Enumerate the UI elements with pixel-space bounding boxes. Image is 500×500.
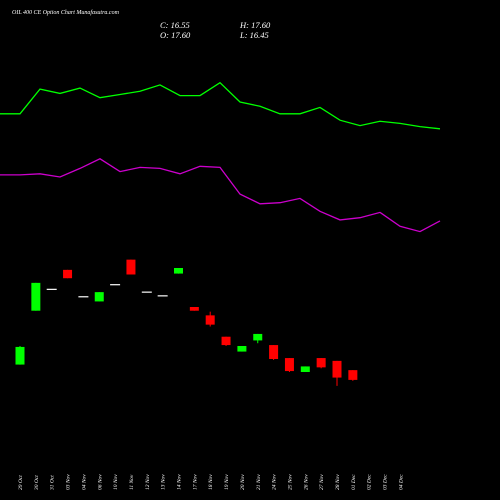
x-tick-label: 18 Nov [208,474,214,490]
x-tick-label: 29 Oct [18,475,24,490]
x-tick-label: 19 Nov [224,474,230,490]
x-tick-label: 21 Nov [256,474,262,490]
x-tick-label: 12 Nov [145,474,151,490]
candle-body [15,346,25,365]
candle-body [63,269,73,279]
close-value: C: 16.55 [160,20,190,30]
candle-body [253,333,263,341]
x-tick-label: 20 Nov [240,474,246,490]
candle-body [94,292,104,302]
x-tick-label: 06 Nov [97,474,103,490]
x-tick-label: 31 Oct [50,475,56,491]
x-tick-label: 11 Nov [129,474,135,490]
x-tick-label: 03 Nov [66,474,72,490]
candle-body [174,268,183,274]
candle-body [189,307,199,311]
candle-body [348,370,358,380]
x-tick-label: 17 Nov [192,474,198,490]
candle-body [31,282,41,311]
candle-body [237,346,247,352]
x-tick-label: 02 Dec [367,474,373,490]
x-tick-label: 30 Oct [34,475,40,491]
x-tick-label: 28 Nov [335,474,341,490]
x-tick-label: 14 Nov [176,474,183,490]
candle-body [284,358,294,372]
candle-body [332,360,342,378]
x-tick-label: 25 Nov [287,474,293,490]
candle-body [316,358,326,368]
chart-title: OIL 400 CE Option Chart Munafasutra.com [12,10,119,16]
x-tick-label: 10 Nov [113,474,119,490]
x-tick-label: 26 Nov [303,474,309,490]
candle-body [205,315,215,325]
x-tick-label: 27 Nov [319,474,325,490]
candle-body [269,345,279,359]
x-tick-label: 03 Dec [383,474,389,490]
low-value: L: 16.45 [240,30,269,40]
candle-body [126,259,136,275]
x-tick-label: 13 Nov [161,474,167,490]
x-tick-label: 04 Dec [397,474,404,490]
high-value: H: 17.60 [240,20,271,30]
candle-body [221,336,231,346]
open-value: O: 17.60 [160,30,191,40]
candle-body [300,366,310,372]
x-tick-label: 01 Dec [351,474,357,490]
upper-average-line [0,81,441,130]
lower-average-line [0,158,441,233]
x-tick-label: 24 Nov [271,474,278,490]
x-tick-label: 04 Nov [80,474,87,490]
